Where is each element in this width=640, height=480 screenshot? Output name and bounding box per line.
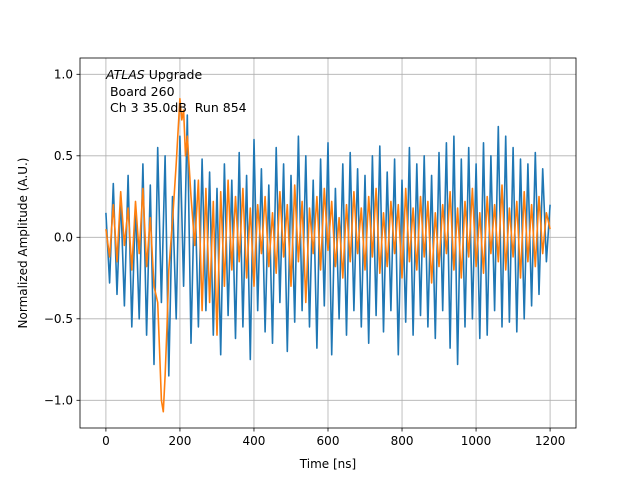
y-axis-label: Normalized Amplitude (A.U.) [16, 158, 30, 329]
x-tick-label: 400 [243, 434, 266, 448]
x-tick-label: 0 [102, 434, 110, 448]
annotation: ATLAS Upgrade Board 260 Ch 3 35.0dB Run … [105, 67, 247, 115]
annotation-board: Board 260 [106, 84, 175, 99]
y-tick-label: 1.0 [54, 67, 73, 81]
x-tick-label: 200 [168, 434, 191, 448]
series-layer [105, 97, 551, 413]
x-tick-label: 800 [391, 434, 414, 448]
x-tick-label: 600 [317, 434, 340, 448]
y-tick-label: 0.0 [54, 230, 73, 244]
annotation-channel-run: Ch 3 35.0dB Run 854 [106, 100, 247, 115]
series-line-2 [105, 97, 551, 413]
y-tick-label: 0.5 [54, 149, 73, 163]
annotation-atlas: ATLAS [105, 67, 145, 82]
y-tick-label: −1.0 [44, 393, 73, 407]
y-tick-label: −0.5 [44, 312, 73, 326]
annotation-upgrade: Upgrade [145, 67, 203, 82]
x-tick-label: 1000 [461, 434, 492, 448]
svg-text:ATLAS Upgrade: ATLAS Upgrade [105, 67, 202, 82]
ticks: 0 200 400 600 800 1000 1200 −1.0 −0.5 0.0 0.5 1.0 [44, 67, 566, 448]
x-axis-label: Time [ns] [299, 457, 356, 471]
series-line-1 [105, 114, 551, 377]
x-tick-label: 1200 [535, 434, 566, 448]
